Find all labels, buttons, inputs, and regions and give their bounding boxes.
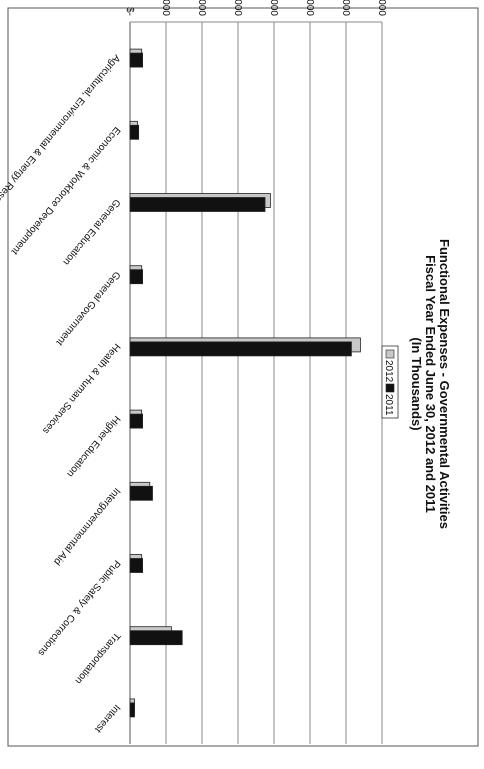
category-label: Economic & Workforce Development: [9, 124, 122, 256]
legend-swatch: [385, 383, 395, 393]
bar-2011: [129, 558, 144, 573]
tick-label: $12,000,000: [340, 0, 351, 16]
title-line: Functional Expenses - Governmental Activ…: [437, 239, 452, 529]
bar-2011: [129, 702, 135, 718]
bar-2011: [129, 52, 144, 68]
value-axis: $- $2,000,000 $4,000,000 $6,000,000 $8,000,0…: [124, 0, 387, 744]
tick-label: $10,000,000: [304, 0, 315, 16]
gridlines: [129, 22, 383, 744]
bar-2011: [129, 124, 140, 140]
title-line: (In Thousands): [409, 337, 424, 430]
tick-label: $2,000,000: [160, 0, 171, 16]
bar-2011: [129, 485, 153, 501]
category-label: Intergovernmental Aid: [51, 485, 122, 567]
bars: [129, 48, 361, 718]
legend-swatch: [385, 349, 395, 359]
legend-label: 2011: [383, 394, 394, 416]
category-label: Transportation: [72, 630, 122, 686]
category-label: General Education: [60, 197, 122, 268]
bar-2011: [129, 413, 144, 429]
bar-2011: [129, 269, 144, 285]
tick-label: $8,000,000: [268, 0, 279, 16]
tick-label: $14,000,000: [376, 0, 387, 16]
bar-2011: [129, 630, 183, 646]
tick-label: $4,000,000: [196, 0, 207, 16]
legend: 2012 2011: [381, 345, 399, 419]
tick-label: $6,000,000: [232, 0, 243, 16]
chart-border: [7, 7, 479, 747]
category-label: General Government: [54, 269, 123, 348]
category-label: Interest: [92, 702, 122, 735]
bar-2011: [129, 341, 352, 357]
title-line: Fiscal Year Ended June 30, 2012 and 2011: [423, 255, 438, 513]
bar-2011: [129, 197, 266, 212]
category-labels: Agricultural, Environmental & Energy Res…: [0, 52, 122, 735]
chart-title: Functional Expenses - Governmental Activ…: [409, 239, 452, 529]
category-label: Higher Education: [64, 413, 122, 479]
legend-label: 2012: [383, 360, 394, 383]
legend-box: [381, 345, 399, 419]
tick-label: $-: [124, 7, 135, 16]
